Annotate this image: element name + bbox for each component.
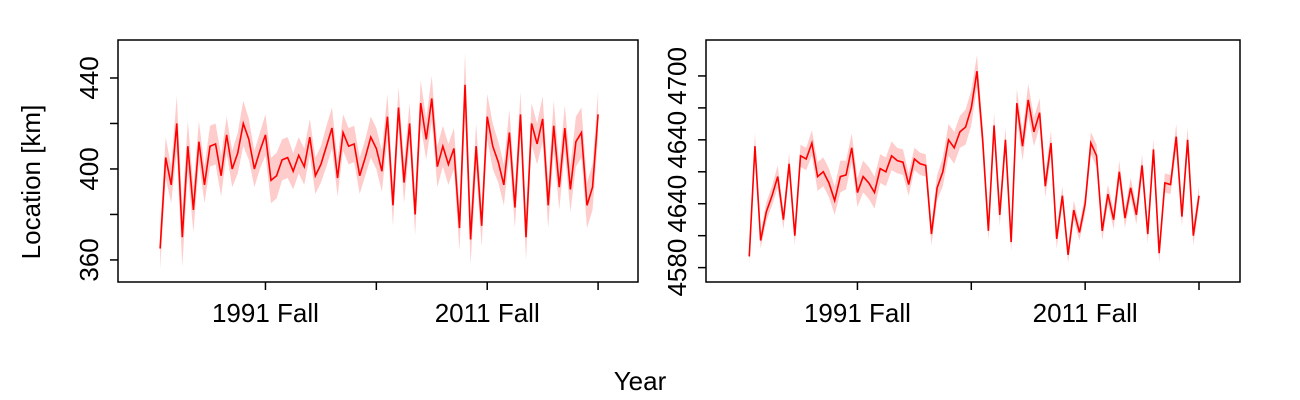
y-tick-label: 4640 [662,175,692,233]
x-tick-label: 2011 Fall [1033,298,1138,328]
y-axis-label: Location [km] [16,105,46,260]
x-tick-label: 2011 Fall [435,298,540,328]
plot-frame [117,39,639,283]
x-tick-label: 1991 Fall [804,298,911,328]
y-tick-label: 4700 [662,47,692,105]
y-tick-label: 440 [74,56,104,99]
data-line [159,84,599,249]
y-tick-label: 400 [74,147,104,190]
y-tick-label: 360 [74,238,104,281]
y-tick-label: 4640 [662,111,692,169]
plot-frame [705,39,1241,283]
x-tick-label: 1991 Fall [212,298,319,328]
confidence-band [749,55,1200,265]
y-tick-label: 4580 [662,239,692,297]
data-line [748,71,1200,257]
x-axis-label: Year [614,366,667,396]
